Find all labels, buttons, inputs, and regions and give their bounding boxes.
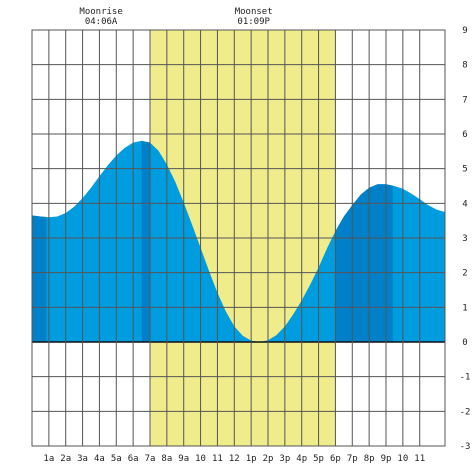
y-tick-label: -3: [460, 442, 471, 452]
y-tick-label: 7: [462, 95, 467, 105]
y-axis-labels: -3 -2 -1 0 1 2 3 4 5 6 7 8 9: [460, 26, 471, 452]
x-tick-label: 6a: [128, 454, 139, 464]
x-tick-label: 2a: [60, 454, 71, 464]
x-tick-label: 7a: [145, 454, 156, 464]
annotation-label: Moonrise: [79, 7, 122, 17]
x-tick-label: 1p: [246, 454, 257, 464]
x-tick-label: 2p: [263, 454, 274, 464]
y-tick-label: 5: [462, 165, 467, 175]
x-tick-label: 6p: [330, 454, 341, 464]
chart-grid: [31, 29, 446, 447]
x-tick-label: 11: [414, 454, 425, 464]
x-tick-label: 10: [195, 454, 206, 464]
x-tick-label: 5p: [313, 454, 324, 464]
y-tick-label: 3: [462, 234, 467, 244]
y-tick-label: 9: [462, 26, 467, 36]
y-tick-label: 8: [462, 61, 467, 71]
x-tick-label: 3p: [279, 454, 290, 464]
x-tick-label: 8a: [161, 454, 172, 464]
y-tick-label: 1: [462, 303, 467, 313]
night-band-1: [141, 140, 150, 342]
x-tick-label: 10: [397, 454, 408, 464]
x-tick-label: 4p: [296, 454, 307, 464]
x-tick-label: 8p: [364, 454, 375, 464]
x-tick-label: 9p: [381, 454, 392, 464]
x-tick-label: 4a: [94, 454, 105, 464]
x-tick-label: 12: [229, 454, 240, 464]
y-tick-label: 0: [462, 338, 467, 348]
annotation-time: 04:06A: [85, 17, 118, 27]
annotation-label: Moonset: [235, 7, 273, 17]
x-tick-label: 5a: [111, 454, 122, 464]
x-axis-labels: 1a 2a 3a 4a 5a 6a 7a 8a 9a 10 11 12 1p 2p 3p 4p 5p 6p 7p 8p…: [43, 454, 425, 464]
x-tick-label: 3a: [77, 454, 88, 464]
y-tick-label: -2: [460, 407, 471, 417]
y-tick-label: 2: [462, 269, 467, 279]
x-tick-label: 9a: [178, 454, 189, 464]
x-tick-label: 11: [212, 454, 223, 464]
x-tick-label: 1a: [43, 454, 54, 464]
annotation-time: 01:09P: [237, 17, 270, 27]
y-tick-label: 4: [462, 199, 467, 209]
plot-border: [31, 29, 446, 447]
y-tick-label: 6: [462, 130, 467, 140]
x-tick-label: 7p: [347, 454, 358, 464]
y-tick-label: -1: [460, 373, 471, 383]
